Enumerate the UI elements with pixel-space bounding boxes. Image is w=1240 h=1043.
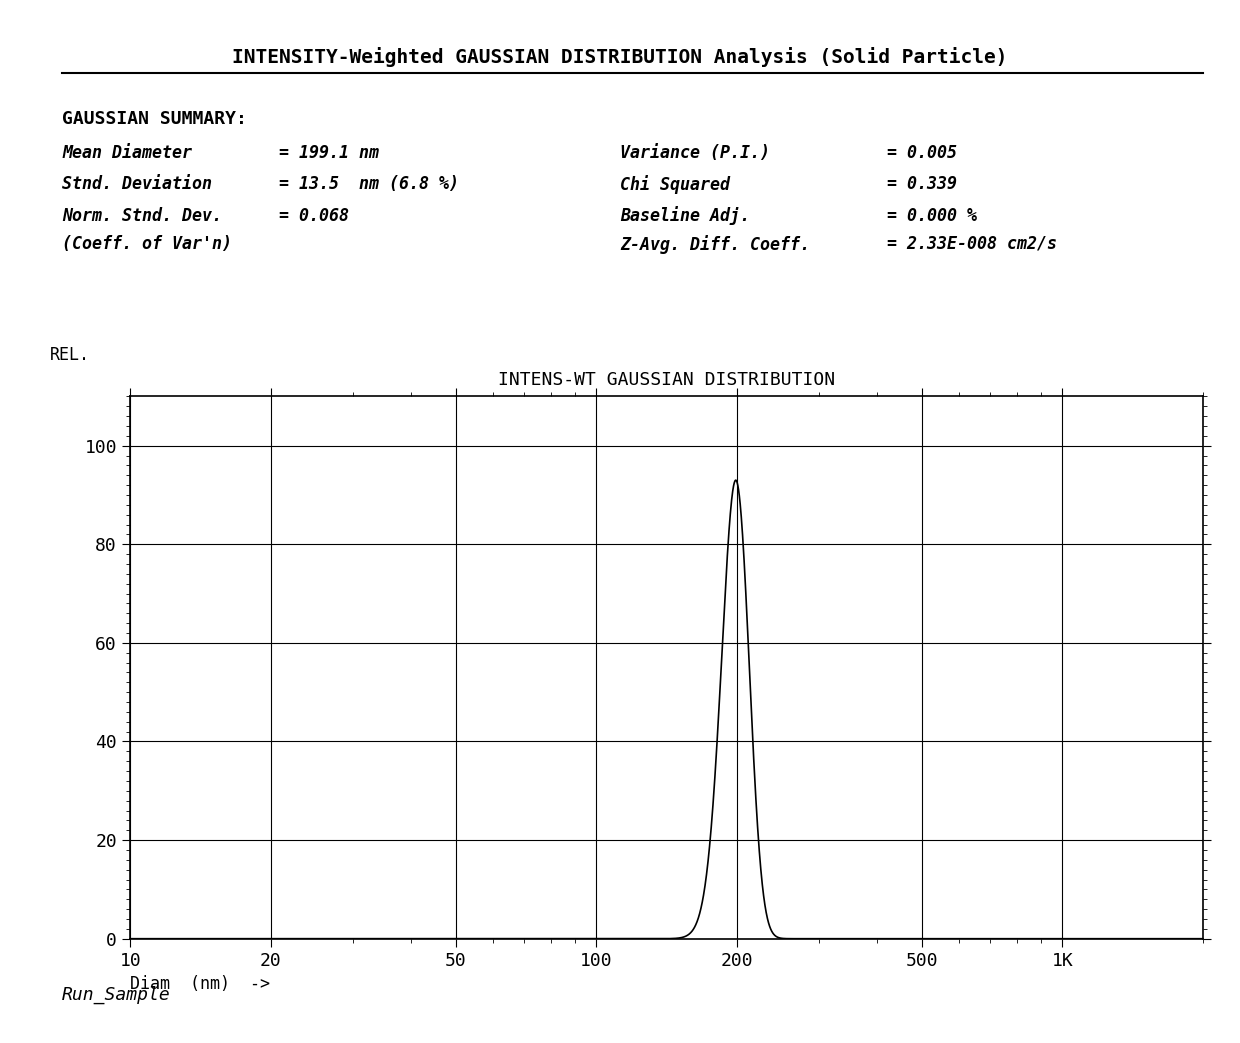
Text: = 13.5  nm (6.8 %): = 13.5 nm (6.8 %) (279, 175, 459, 193)
Text: GAUSSIAN SUMMARY:: GAUSSIAN SUMMARY: (62, 110, 247, 127)
Text: Stnd. Deviation: Stnd. Deviation (62, 175, 212, 193)
Text: Variance (P.I.): Variance (P.I.) (620, 144, 770, 162)
Text: (Coeff. of Var'n): (Coeff. of Var'n) (62, 235, 232, 252)
Text: Norm. Stnd. Dev.: Norm. Stnd. Dev. (62, 207, 222, 224)
Text: Z-Avg. Diff. Coeff.: Z-Avg. Diff. Coeff. (620, 235, 810, 253)
Text: = 0.068: = 0.068 (279, 207, 348, 224)
Text: Mean Diameter: Mean Diameter (62, 144, 192, 162)
Text: INTENSITY-Weighted GAUSSIAN DISTRIBUTION Analysis (Solid Particle): INTENSITY-Weighted GAUSSIAN DISTRIBUTION… (232, 47, 1008, 67)
Text: REL.: REL. (50, 346, 89, 364)
Text: Chi Squared: Chi Squared (620, 175, 730, 194)
Title: INTENS-WT GAUSSIAN DISTRIBUTION: INTENS-WT GAUSSIAN DISTRIBUTION (498, 371, 835, 389)
X-axis label: Diam  (nm)  ->: Diam (nm) -> (130, 975, 270, 993)
Text: = 0.005: = 0.005 (887, 144, 956, 162)
Text: = 0.000 %: = 0.000 % (887, 207, 977, 224)
Text: Run_Sample: Run_Sample (62, 986, 171, 1004)
Text: = 199.1 nm: = 199.1 nm (279, 144, 379, 162)
Text: = 0.339: = 0.339 (887, 175, 956, 193)
Text: = 2.33E-008 cm2/s: = 2.33E-008 cm2/s (887, 235, 1056, 252)
Text: Baseline Adj.: Baseline Adj. (620, 207, 750, 225)
